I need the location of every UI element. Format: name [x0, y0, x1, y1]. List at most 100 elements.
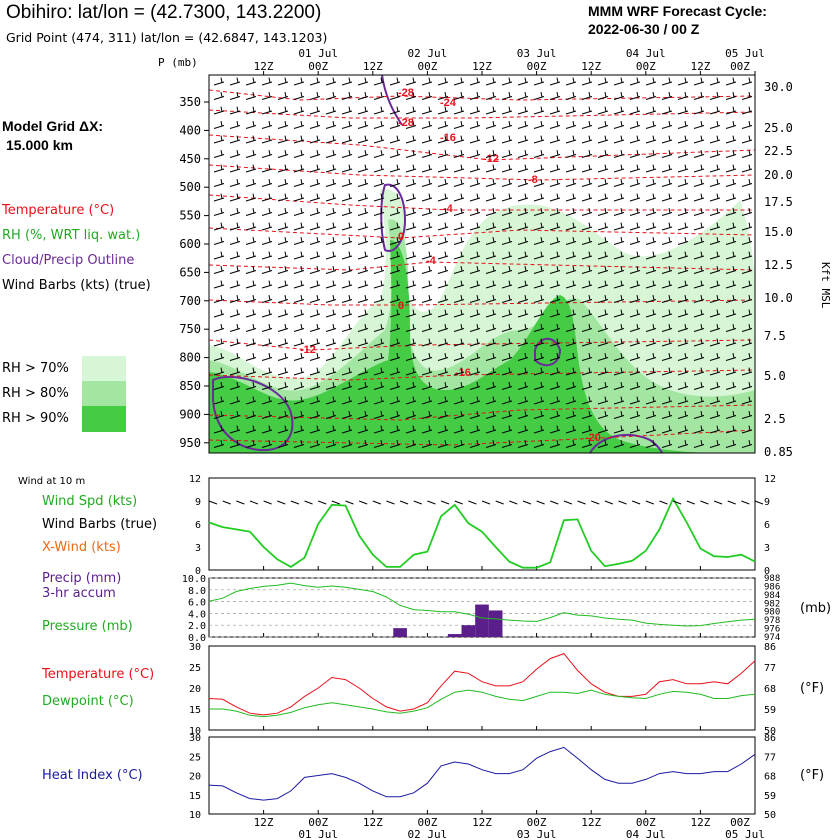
wind-barb — [229, 208, 241, 216]
wind-barb — [245, 92, 257, 100]
wind-barb — [725, 411, 737, 419]
wind-barb — [213, 266, 225, 274]
wind-barb — [549, 222, 561, 231]
precip-bar — [393, 628, 407, 637]
wind-barb — [517, 193, 529, 202]
wind-barb — [389, 324, 401, 332]
wind-barb — [741, 222, 753, 231]
wind-barb — [661, 222, 673, 231]
wind-barb — [629, 251, 641, 260]
wind-barb — [389, 411, 401, 419]
wind-10m-label: Wind at 10 m — [18, 476, 86, 487]
time-tick-label-top: 00Z — [730, 60, 750, 73]
wind-barb — [693, 179, 705, 187]
wind-barb — [741, 150, 753, 158]
wind-barb — [597, 222, 609, 231]
temp-ytick-label: 15 — [189, 705, 201, 716]
wind-barb — [549, 92, 561, 100]
wind-barb-10m — [413, 500, 422, 505]
wind-barb — [405, 193, 417, 202]
wind-barb — [677, 179, 689, 187]
pressure-ytick-label: 986 — [764, 582, 780, 592]
wind-barb — [725, 367, 737, 376]
wind-barb — [437, 367, 449, 376]
wind-barb — [565, 121, 577, 129]
wind-barb — [325, 396, 337, 405]
wind-barb — [261, 208, 273, 216]
wind-barb — [725, 295, 737, 303]
wind-barb — [661, 367, 673, 376]
wind-barb-10m — [372, 500, 381, 505]
wind-barb — [565, 77, 577, 86]
wind-barb — [501, 208, 513, 216]
wind-barb — [469, 121, 481, 129]
wind-barb — [629, 121, 641, 129]
wind-barb — [741, 135, 753, 144]
wind-barb — [421, 106, 433, 115]
wind-barb — [325, 324, 337, 332]
wind-barb — [629, 353, 641, 361]
temperature-contour-label: -8 — [528, 174, 538, 186]
wind-barb — [229, 411, 241, 419]
wind-barb — [485, 237, 497, 245]
height-axis-title: Kft MSL — [819, 262, 832, 309]
wind-barb — [581, 193, 593, 202]
temp-ftick-label: 50 — [764, 726, 776, 737]
wind-barb — [645, 411, 657, 419]
legend-pressure: Pressure (mb) — [42, 619, 133, 634]
wind-barb — [501, 338, 513, 347]
wind-barb — [389, 208, 401, 216]
wind-barb — [581, 77, 593, 86]
wind-barb — [501, 251, 513, 260]
wind-barb — [325, 121, 337, 129]
wind-barb — [389, 309, 401, 318]
wind-barb — [277, 150, 289, 158]
wind-barb — [725, 396, 737, 405]
wind-barb — [389, 193, 401, 202]
wind-barb — [549, 164, 561, 173]
wind-barb — [741, 382, 753, 390]
wind-barb — [677, 396, 689, 405]
wind-barb — [677, 150, 689, 158]
wind-barb — [485, 135, 497, 144]
wind-barb — [357, 396, 369, 405]
legend-precip-accum: 3-hr accum — [42, 586, 116, 601]
wind-barb — [741, 367, 753, 376]
temp-ytick-label: 20 — [189, 684, 201, 695]
wind-barb — [373, 382, 385, 390]
wind-barb — [725, 440, 737, 448]
wind-barb — [213, 295, 225, 303]
wind-barb — [645, 396, 657, 405]
wind-barb — [245, 106, 257, 115]
temperature-contour-label: -16 — [455, 367, 471, 379]
wind-speed-line — [208, 496, 756, 569]
temperature-contour — [208, 227, 756, 239]
wind-barb — [373, 309, 385, 318]
wind-barb — [677, 121, 689, 129]
wind-barb — [293, 280, 305, 289]
wind-barb — [629, 193, 641, 202]
wind-barb — [325, 266, 337, 274]
wind-barb — [533, 208, 545, 216]
wind-barb — [645, 121, 657, 129]
wind-barb — [357, 208, 369, 216]
wind-barb — [677, 309, 689, 318]
wind-barb — [661, 425, 673, 434]
pressure-tick-label: 400 — [179, 123, 201, 137]
wind-barb — [693, 382, 705, 390]
wind-barb — [277, 440, 289, 448]
wind-barb — [373, 396, 385, 405]
wind-barb — [261, 280, 273, 289]
wind-barb — [645, 92, 657, 100]
wind-barb — [293, 179, 305, 187]
time-tick-label-bottom: 00Z — [308, 816, 328, 829]
wind-barb — [357, 92, 369, 100]
wind-barb — [309, 411, 321, 419]
f-unit-temp: (°F) — [800, 681, 825, 696]
wind-barb — [357, 338, 369, 347]
wind-barb-10m — [345, 500, 354, 505]
wind-barb — [245, 266, 257, 274]
wind-barb — [245, 208, 257, 216]
precip-ytick-label: 10.0 — [182, 574, 206, 585]
